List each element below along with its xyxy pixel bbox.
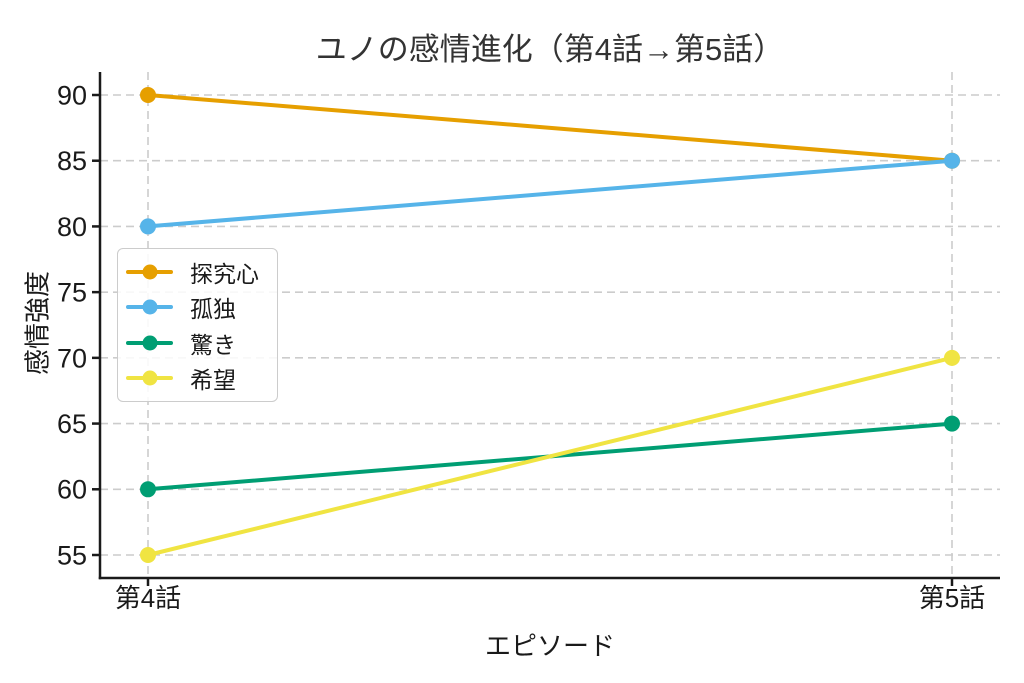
y-tick-label: 65 bbox=[57, 409, 87, 439]
legend-marker-icon bbox=[142, 299, 157, 315]
data-point-marker bbox=[944, 415, 960, 432]
legend-line-sample bbox=[126, 299, 173, 315]
series-line bbox=[146, 355, 954, 557]
legend-entry: 驚き bbox=[126, 326, 269, 360]
legend-line-sample bbox=[126, 335, 173, 351]
x-tick-label: 第4話 bbox=[115, 583, 181, 613]
y-tick-label: 80 bbox=[57, 212, 87, 242]
legend-marker-icon bbox=[142, 370, 157, 386]
legend-label: 探究心 bbox=[190, 260, 259, 287]
legend-label: 希望 bbox=[190, 367, 236, 394]
y-tick-label: 85 bbox=[57, 146, 87, 176]
series-line bbox=[146, 93, 954, 163]
legend-marker-icon bbox=[142, 264, 157, 280]
data-point-marker bbox=[140, 218, 156, 235]
legend-entry: 希望 bbox=[126, 361, 269, 395]
y-tick-label: 90 bbox=[57, 80, 87, 110]
legend-marker-icon bbox=[142, 335, 157, 351]
legend-label: 孤独 bbox=[190, 296, 236, 323]
legend-label: 驚き bbox=[190, 331, 236, 358]
legend-line-sample bbox=[126, 264, 173, 280]
y-tick-label: 75 bbox=[57, 278, 87, 308]
legend: 探究心 孤独 驚き 希望 bbox=[117, 248, 278, 402]
x-axis-label: エピソード bbox=[484, 631, 615, 661]
x-tick-label: 第5話 bbox=[919, 583, 985, 613]
data-point-marker bbox=[944, 152, 960, 169]
chart-title: ユノの感情進化（第4話→第5話） bbox=[315, 32, 785, 67]
data-point-marker bbox=[140, 481, 156, 498]
data-point-marker bbox=[140, 87, 156, 103]
y-tick-label: 60 bbox=[57, 475, 87, 505]
legend-line-sample bbox=[126, 370, 173, 386]
data-point-marker bbox=[140, 547, 156, 563]
data-point-marker bbox=[944, 349, 960, 366]
y-tick-label: 55 bbox=[57, 540, 87, 570]
series-line bbox=[146, 158, 954, 229]
legend-entry: 孤独 bbox=[126, 290, 269, 324]
legend-entry: 探究心 bbox=[126, 255, 269, 289]
y-tick-label: 70 bbox=[57, 343, 87, 373]
